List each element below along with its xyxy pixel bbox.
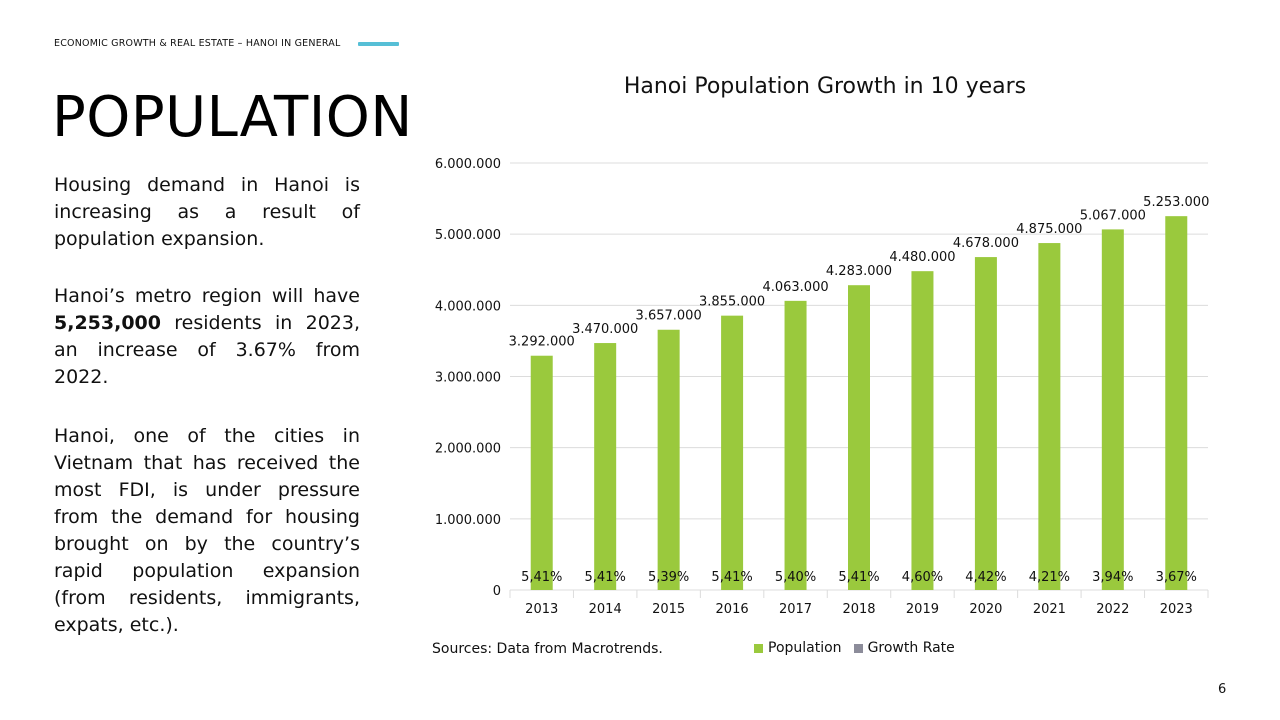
bar-value-label: 3.855.000 xyxy=(699,295,765,310)
x-tick-label: 2018 xyxy=(842,602,875,617)
bar-value-label: 3.657.000 xyxy=(636,309,702,324)
growth-rate-label: 5,41% xyxy=(711,570,752,585)
bar-population xyxy=(721,315,744,590)
x-tick-label: 2017 xyxy=(779,602,812,617)
section-header: ECONOMIC GROWTH & REAL ESTATE – HANOI IN… xyxy=(54,38,399,49)
y-tick-label: 4.000.000 xyxy=(435,299,501,314)
legend-item-population: Population xyxy=(754,640,842,656)
chart-legend: Population Growth Rate xyxy=(754,640,967,656)
page-title: POPULATION xyxy=(52,85,413,150)
x-tick-label: 2013 xyxy=(525,602,558,617)
bar-value-label: 3.292.000 xyxy=(509,335,575,350)
bar-value-label: 3.470.000 xyxy=(572,322,638,337)
legend-item-growth-rate: Growth Rate xyxy=(853,640,955,656)
x-tick-label: 2020 xyxy=(969,602,1002,617)
source-note: Sources: Data from Macrotrends. xyxy=(432,641,663,657)
bar-value-label: 4.283.000 xyxy=(826,264,892,279)
bar-value-label: 4.875.000 xyxy=(1016,222,1082,237)
x-tick-label: 2021 xyxy=(1033,602,1066,617)
page-number: 6 xyxy=(1218,682,1227,697)
chart-title: Hanoi Population Growth in 10 years xyxy=(623,74,1027,99)
growth-rate-label: 3,67% xyxy=(1156,570,1197,585)
growth-rate-label: 5,40% xyxy=(775,570,816,585)
resident-count-highlight: 5,253,000 xyxy=(54,312,161,334)
paragraph-housing-demand: Housing demand in Hanoi is increasing as… xyxy=(54,174,360,250)
x-tick-label: 2022 xyxy=(1096,602,1129,617)
bar-population xyxy=(1101,229,1124,590)
bar-population xyxy=(784,300,807,590)
growth-rate-label: 4,21% xyxy=(1029,570,1070,585)
growth-rate-label: 4,60% xyxy=(902,570,943,585)
header-accent-bar xyxy=(357,41,399,46)
growth-rate-label: 4,42% xyxy=(965,570,1006,585)
x-tick-label: 2015 xyxy=(652,602,685,617)
bar-population xyxy=(1165,216,1188,590)
y-tick-label: 5.000.000 xyxy=(435,228,501,243)
x-tick-label: 2019 xyxy=(906,602,939,617)
y-tick-label: 2.000.000 xyxy=(435,442,501,457)
legend-swatch-population xyxy=(754,643,763,653)
x-tick-label: 2014 xyxy=(589,602,622,617)
section-label: ECONOMIC GROWTH & REAL ESTATE – HANOI IN… xyxy=(54,38,341,49)
paragraph-metro-residents: Hanoi’s metro region will have 5,253,000… xyxy=(54,283,360,391)
bar-population xyxy=(594,343,617,590)
legend-label-growth-rate: Growth Rate xyxy=(867,640,955,656)
y-tick-label: 1.000.000 xyxy=(435,513,501,528)
bar-population xyxy=(657,329,680,590)
growth-rate-label: 5,39% xyxy=(648,570,689,585)
growth-rate-label: 5,41% xyxy=(838,570,879,585)
bar-value-label: 4.063.000 xyxy=(762,280,828,295)
bar-population xyxy=(1038,243,1061,590)
bar-population xyxy=(911,271,934,590)
y-tick-label: 0 xyxy=(493,584,501,599)
legend-label-population: Population xyxy=(768,640,842,656)
growth-rate-label: 5,41% xyxy=(585,570,626,585)
x-tick-label: 2016 xyxy=(716,602,749,617)
bar-population xyxy=(530,355,553,590)
bar-value-label: 4.678.000 xyxy=(953,236,1019,251)
bar-value-label: 4.480.000 xyxy=(889,250,955,265)
bar-value-label: 5.253.000 xyxy=(1143,195,1209,210)
y-tick-label: 3.000.000 xyxy=(435,371,501,386)
paragraph-metro-suffix: residents in 2023, an increase of 3.67% … xyxy=(54,312,360,388)
growth-rate-label: 5,41% xyxy=(521,570,562,585)
legend-swatch-growth-rate xyxy=(853,643,863,653)
paragraph-metro-prefix: Hanoi’s metro region will have xyxy=(54,285,360,307)
bar-population xyxy=(848,285,870,590)
y-tick-label: 6.000.000 xyxy=(435,157,501,172)
paragraph-fdi-pressure: Hanoi, one of the cities in Vietnam that… xyxy=(54,425,360,636)
bar-value-label: 5.067.000 xyxy=(1080,208,1146,223)
x-tick-label: 2023 xyxy=(1160,602,1193,617)
growth-rate-label: 3,94% xyxy=(1092,570,1133,585)
bar-population xyxy=(974,257,997,590)
population-bar-chart: 0 1.000.000 2.000.000 3.000.000 4.000.000 5.0… xyxy=(435,157,1210,617)
